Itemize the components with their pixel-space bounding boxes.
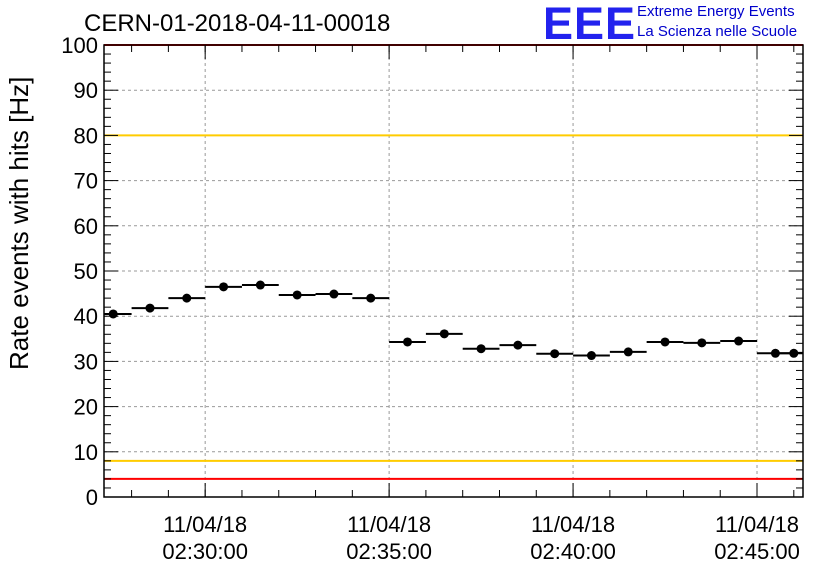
y-tick-label: 40: [74, 304, 98, 329]
data-point: [439, 329, 449, 339]
logo-caption-line2: La Scienza nelle Scuole: [637, 23, 798, 40]
x-tick-labels: 11/04/1802:30:0011/04/1802:35:0011/04/18…: [162, 512, 799, 564]
data-point: [292, 290, 302, 300]
y-tick-label: 0: [86, 485, 98, 510]
data-point: [789, 348, 799, 358]
data-point: [108, 309, 118, 319]
chart-title: CERN-01-2018-04-11-00018: [84, 10, 391, 37]
data-point: [403, 337, 413, 347]
data-point: [660, 337, 670, 347]
x-tick-time-label: 02:30:00: [162, 539, 248, 564]
reference-lines: [104, 44, 803, 480]
y-tick-label: 20: [74, 395, 98, 420]
data-point: [513, 340, 523, 350]
x-tick-time-label: 02:35:00: [346, 539, 432, 564]
x-tick-date-label: 11/04/18: [715, 512, 799, 537]
data-point: [182, 293, 192, 303]
chart-grid: [104, 45, 803, 497]
y-axis-label: Rate events with hits [Hz]: [4, 76, 34, 370]
x-tick-time-label: 02:40:00: [530, 539, 616, 564]
y-tick-label: 10: [74, 440, 98, 465]
y-tick-label: 70: [74, 169, 98, 194]
logo-caption-line1: Extreme Energy Events: [637, 3, 795, 20]
data-point: [255, 280, 265, 290]
x-tick-date-label: 11/04/18: [347, 512, 431, 537]
data-point: [366, 293, 376, 303]
y-tick-label: 50: [74, 259, 98, 284]
data-point: [145, 303, 155, 313]
data-point: [219, 282, 229, 292]
data-point: [550, 349, 560, 359]
data-point: [476, 344, 486, 354]
y-tick-label: 60: [74, 214, 98, 239]
x-tick-date-label: 11/04/18: [163, 512, 247, 537]
x-tick-time-label: 02:45:00: [714, 539, 800, 564]
data-point: [697, 338, 707, 348]
y-tick-label: 80: [74, 123, 98, 148]
data-points: [104, 280, 803, 361]
data-point: [623, 347, 633, 357]
y-tick-label: 30: [74, 349, 98, 374]
eee-logo: EEE: [543, 0, 637, 49]
x-tick-date-label: 11/04/18: [531, 512, 615, 537]
y-tick-label: 90: [74, 78, 98, 103]
data-point: [329, 289, 339, 299]
y-tick-labels: 0 10 20 30 40 50 60 70 80 90 100: [61, 33, 98, 510]
data-point: [734, 336, 744, 346]
axis-ticks: [104, 44, 803, 498]
data-point: [586, 351, 596, 361]
y-tick-label: 100: [61, 33, 98, 58]
